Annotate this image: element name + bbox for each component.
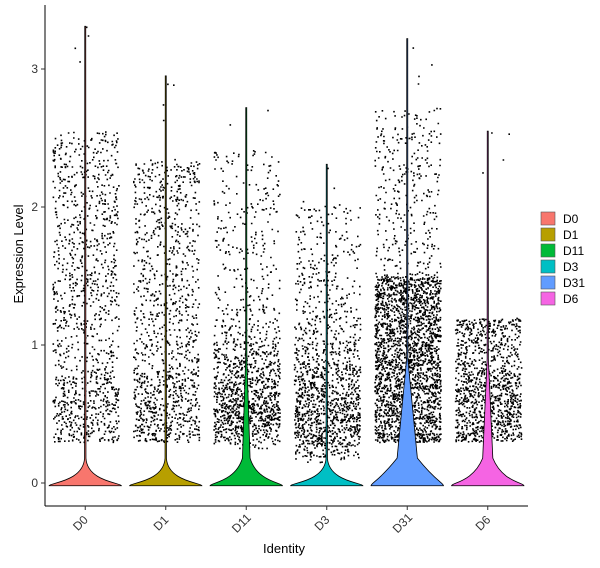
x-tick-label-d31: D31 bbox=[390, 510, 416, 536]
point-cloud bbox=[213, 109, 281, 450]
x-axis: D0 D1 D11 D3 D31 D6 bbox=[45, 505, 528, 536]
legend: D0 D1 D11 D3 D31 D6 bbox=[540, 211, 585, 306]
y-tick-label: 0 bbox=[31, 476, 38, 490]
x-tick-label-d3: D3 bbox=[312, 513, 333, 534]
legend-swatch-d0 bbox=[540, 211, 556, 226]
violin-d11 bbox=[209, 107, 283, 487]
violin-d6 bbox=[451, 130, 525, 487]
point-cloud bbox=[293, 167, 362, 464]
violin-d0 bbox=[48, 25, 122, 487]
legend-swatch-d11 bbox=[540, 243, 556, 258]
x-tick-label-d0: D0 bbox=[70, 513, 91, 534]
y-tick-label: 1 bbox=[31, 338, 38, 352]
violin-group-d0 bbox=[48, 25, 122, 487]
legend-label-d3: D3 bbox=[563, 260, 579, 274]
y-tick-label: 2 bbox=[31, 200, 38, 214]
violin-group-d1 bbox=[129, 75, 203, 487]
legend-label-d0: D0 bbox=[563, 212, 579, 226]
x-axis-title: Identity bbox=[263, 541, 305, 556]
plot-area bbox=[48, 25, 525, 487]
legend-label-d11: D11 bbox=[563, 244, 584, 258]
violin-d1 bbox=[129, 75, 203, 487]
violin-group-d6 bbox=[451, 130, 525, 487]
y-axis-title: Expression Level bbox=[11, 204, 26, 303]
violin-group-d31 bbox=[370, 38, 444, 487]
x-tick-label-d1: D1 bbox=[151, 513, 172, 534]
legend-swatch-d31 bbox=[540, 275, 556, 290]
legend-swatch-d3 bbox=[540, 259, 556, 274]
legend-swatch-d1 bbox=[540, 227, 556, 242]
violin-d31 bbox=[370, 38, 444, 487]
points-d3 bbox=[293, 167, 362, 464]
violin-group-d3 bbox=[290, 163, 364, 487]
legend-swatch-d6 bbox=[540, 291, 556, 306]
x-tick-label-d6: D6 bbox=[473, 513, 494, 534]
violin-group-d11 bbox=[209, 107, 283, 487]
legend-label-d6: D6 bbox=[563, 292, 579, 306]
y-tick-label: 3 bbox=[31, 62, 38, 76]
points-d11 bbox=[213, 109, 281, 450]
legend-label-d31: D31 bbox=[563, 276, 585, 290]
violin-d3 bbox=[290, 163, 364, 487]
legend-label-d1: D1 bbox=[563, 228, 579, 242]
y-axis: 0 1 2 3 bbox=[31, 5, 46, 506]
x-tick-label-d11: D11 bbox=[229, 511, 254, 536]
